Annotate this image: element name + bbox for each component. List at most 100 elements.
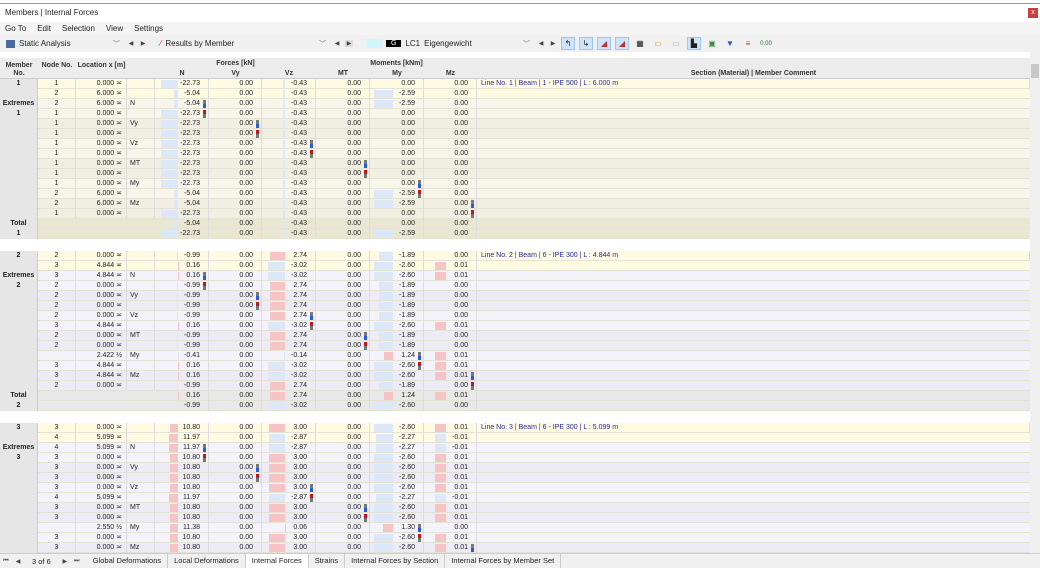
table-row[interactable]: 1 0.000 ≍ -22.73 0.00 -0.43 0.00 0.00 0.00 — [0, 149, 1030, 159]
table-row[interactable]: 1 0.000 ≍ -22.73 0.00 -0.43 0.00 0.00 0.00 — [0, 169, 1030, 179]
table-row[interactable]: 2 0.000 ≍ -0.99 0.00 2.74 0.00 -1.89 0.00 — [0, 281, 1030, 291]
table-row[interactable]: 1 0.000 ≍ -22.73 0.00 -0.43 0.00 0.00 0.00 — [0, 109, 1030, 119]
diagram-icon[interactable]: ▙ — [687, 37, 701, 50]
menu-settings[interactable]: Settings — [134, 24, 164, 33]
table-row[interactable]: 4 5.099 ≍ 11.97 0.00 -2.87 0.00 -2.27 -0.01 — [0, 493, 1030, 503]
location-cell: 0.000 ≍ — [76, 463, 127, 473]
table-row[interactable]: 4 5.099 ≍ 11.97 0.00 -2.87 0.00 -2.27 -0.01 — [0, 433, 1030, 443]
table-row[interactable]: 2 0.000 ≍ -0.99 0.00 2.74 0.00 -1.89 0.00 — [0, 381, 1030, 391]
total-row[interactable]: 0.16 0.00 2.74 0.00 1.24 0.01 — [0, 391, 1030, 401]
tab-internal-forces[interactable]: Internal Forces — [245, 554, 309, 568]
close-button[interactable]: x — [1028, 8, 1038, 18]
extremes-icon[interactable]: ≡ — [745, 39, 751, 48]
decimals-icon[interactable]: 0.00 — [760, 40, 772, 47]
tab-global-deformations[interactable]: Global Deformations — [87, 554, 169, 568]
table-row[interactable]: 3 4.844 ≍ N 0.16 0.00 -3.02 0.00 -2.60 0.01 — [0, 271, 1030, 281]
last-page-button[interactable]: ⏭ — [74, 557, 80, 564]
print-icon[interactable]: ▭ — [672, 39, 680, 48]
total-row[interactable]: -22.73 0.00 -0.43 0.00 -2.59 0.00 — [0, 229, 1030, 239]
table-row[interactable]: 2 0.000 ≍ MT -0.99 0.00 2.74 0.00 -1.89 0.00 — [0, 331, 1030, 341]
table-row[interactable]: 2.550 ½ My 11.38 0.00 0.06 0.00 1.30 0.00 — [0, 523, 1030, 533]
table-row[interactable]: 3 0.000 ≍ MT 10.80 0.00 3.00 0.00 -2.60 0.01 — [0, 503, 1030, 513]
table-row[interactable]: 1 0.000 ≍ -22.73 0.00 -0.43 0.00 0.00 0.00 — [0, 129, 1030, 139]
prev-page-button[interactable]: ◀ — [15, 558, 21, 565]
table-row[interactable]: 2 0.000 ≍ -0.99 0.00 2.74 0.00 -1.89 0.00 Line N… — [0, 251, 1030, 261]
table-row[interactable]: 2.422 ½ My -0.41 0.00 -0.14 0.00 1.24 0.01 — [0, 351, 1030, 361]
next-arrow-icon[interactable]: ▶ — [140, 41, 146, 47]
next-arrow-icon[interactable]: ▶ — [345, 40, 353, 47]
tab-internal-forces-by-section[interactable]: Internal Forces by Section — [345, 554, 446, 568]
value-bar — [282, 160, 285, 168]
menu-selection[interactable]: Selection — [62, 24, 95, 33]
table-row[interactable]: 3 0.000 ≍ 10.80 0.00 3.00 0.00 -2.60 0.01 — [0, 513, 1030, 523]
extreme-type-cell — [127, 169, 155, 179]
table-row[interactable]: 1 0.000 ≍ Vz -22.73 0.00 -0.43 0.00 0.00 0.00 — [0, 139, 1030, 149]
table-row[interactable]: 1 0.000 ≍ My -22.73 0.00 -0.43 0.00 0.00 0.00 — [0, 179, 1030, 189]
table-row[interactable]: 2 0.000 ≍ -0.99 0.00 2.74 0.00 -1.89 0.00 — [0, 301, 1030, 311]
tab-strains[interactable]: Strains — [309, 554, 346, 568]
prev-arrow-icon[interactable]: ◀ — [334, 41, 340, 47]
vy-cell: 0.00 — [209, 139, 262, 149]
lc-number: LC1 — [405, 39, 421, 48]
table-row[interactable]: 2 6.000 ≍ N -5.04 0.00 -0.43 0.00 -2.59 0.00 — [0, 99, 1030, 109]
table-row[interactable]: 2 0.000 ≍ Vz -0.99 0.00 2.74 0.00 -1.89 0.00 — [0, 311, 1030, 321]
table-row[interactable]: 3 0.000 ≍ 10.80 0.00 3.00 0.00 -2.60 0.01 — [0, 453, 1030, 463]
table-row[interactable]: 2 0.000 ≍ -0.99 0.00 2.74 0.00 -1.89 0.00 — [0, 341, 1030, 351]
menu-goto[interactable]: Go To — [5, 24, 27, 33]
next-page-button[interactable]: ▶ — [62, 558, 68, 565]
select-icon[interactable]: ↰ — [561, 37, 575, 50]
table-row[interactable]: 1 0.000 ≍ Vy -22.73 0.00 -0.43 0.00 0.00 0.00 — [0, 119, 1030, 129]
table-row[interactable]: 2 6.000 ≍ Mz -5.04 0.00 -0.43 0.00 -2.59 0.00 — [0, 199, 1030, 209]
table-row[interactable]: 1 0.000 ≍ MT -22.73 0.00 -0.43 0.00 0.00 0.00 — [0, 159, 1030, 169]
prev-arrow-icon[interactable]: ◀ — [538, 41, 544, 47]
table-row[interactable]: 3 4.844 ≍ Mz 0.16 0.00 -3.02 0.00 -2.60 0.01 — [0, 371, 1030, 381]
table-row[interactable]: 4 5.099 ≍ N 11.97 0.00 -2.87 0.00 -2.27 -0.01 — [0, 443, 1030, 453]
header-location: Location x [m] — [77, 62, 126, 69]
results-select[interactable]: ⁄ Results by Member ﹀ — [157, 37, 329, 50]
select-reverse-icon[interactable]: ↳ — [579, 37, 593, 50]
table-row[interactable]: 3 0.000 ≍ Mz 10.80 0.00 3.00 0.00 -2.60 0.01 — [0, 543, 1030, 553]
mz-cell: 0.00 — [424, 89, 477, 99]
show-result-icon[interactable]: ◢ — [597, 37, 611, 50]
view-icon[interactable]: ▣ — [708, 39, 716, 48]
tab-internal-forces-by-member-set[interactable]: Internal Forces by Member Set — [445, 554, 562, 568]
analysis-select[interactable]: Static Analysis ﹀ — [3, 37, 123, 50]
table-row[interactable]: 3 0.000 ≍ 10.80 0.00 3.00 0.00 -2.60 0.01 — [0, 473, 1030, 483]
value-bar — [282, 80, 285, 88]
prev-arrow-icon[interactable]: ◀ — [128, 41, 134, 47]
table-row[interactable]: 1 0.000 ≍ -22.73 0.00 -0.43 0.00 0.00 0.00 — [0, 209, 1030, 219]
table-row[interactable]: 3 0.000 ≍ Vy 10.80 0.00 3.00 0.00 -2.60 0.01 — [0, 463, 1030, 473]
table-row[interactable]: 3 4.844 ≍ 0.16 0.00 -3.02 0.00 -2.60 0.01 — [0, 261, 1030, 271]
total-row[interactable]: -5.04 0.00 -0.43 0.00 0.00 0.00 — [0, 219, 1030, 229]
filter-icon[interactable]: ▼ — [726, 39, 734, 48]
table-row[interactable]: 3 0.000 ≍ Vz 10.80 0.00 3.00 0.00 -2.60 0.01 — [0, 483, 1030, 493]
next-arrow-icon[interactable]: ▶ — [550, 41, 556, 47]
table-row[interactable]: 3 0.000 ≍ 10.80 0.00 3.00 0.00 -2.60 0.01 — [0, 533, 1030, 543]
location-cell: 5.099 ≍ — [76, 443, 127, 453]
results-value: Results by Member — [165, 39, 235, 48]
table-icon[interactable]: ▦ — [636, 39, 644, 48]
menu-view[interactable]: View — [105, 24, 124, 33]
first-page-button[interactable]: ⏮ — [3, 557, 9, 564]
mt-cell: 0.00 — [316, 189, 370, 199]
scrollbar-thumb[interactable] — [1031, 64, 1039, 78]
table-row[interactable]: 1 0.000 ≍ -22.73 0.00 -0.43 0.00 0.00 0.00 Line … — [0, 79, 1030, 89]
location-cell: 0.000 ≍ — [76, 109, 127, 119]
table-row[interactable]: 3 0.000 ≍ 10.80 0.00 3.00 0.00 -2.60 0.01 Line N… — [0, 423, 1030, 433]
table-row[interactable]: 2 6.000 ≍ -5.04 0.00 -0.43 0.00 -2.59 0.00 — [0, 89, 1030, 99]
tab-local-deformations[interactable]: Local Deformations — [168, 554, 246, 568]
load-case-select[interactable]: G LC1 Eigengewicht ﹀ — [363, 37, 533, 50]
table-row[interactable]: 3 4.844 ≍ 0.16 0.00 -3.02 0.00 -2.60 0.01 — [0, 321, 1030, 331]
vertical-scrollbar[interactable] — [1030, 52, 1040, 553]
result-values-icon[interactable]: ◢ — [615, 37, 629, 50]
table-row[interactable]: 2 0.000 ≍ Vy -0.99 0.00 2.74 0.00 -1.89 0.00 — [0, 291, 1030, 301]
vz-cell: -0.43 — [262, 129, 316, 139]
table-row[interactable]: 2 6.000 ≍ -5.04 0.00 -0.43 0.00 -2.59 0.00 — [0, 189, 1030, 199]
menu-edit[interactable]: Edit — [37, 24, 51, 33]
table-row[interactable]: 3 4.844 ≍ 0.16 0.00 -3.02 0.00 -2.60 0.01 — [0, 361, 1030, 371]
total-row[interactable]: -0.99 0.00 -3.02 0.00 -2.60 0.00 — [0, 401, 1030, 411]
vz-cell: 2.74 — [262, 391, 316, 401]
export-icon[interactable]: ▭ — [654, 39, 662, 48]
mt-cell: 0.00 — [316, 381, 370, 391]
max-marker-icon — [310, 312, 313, 320]
